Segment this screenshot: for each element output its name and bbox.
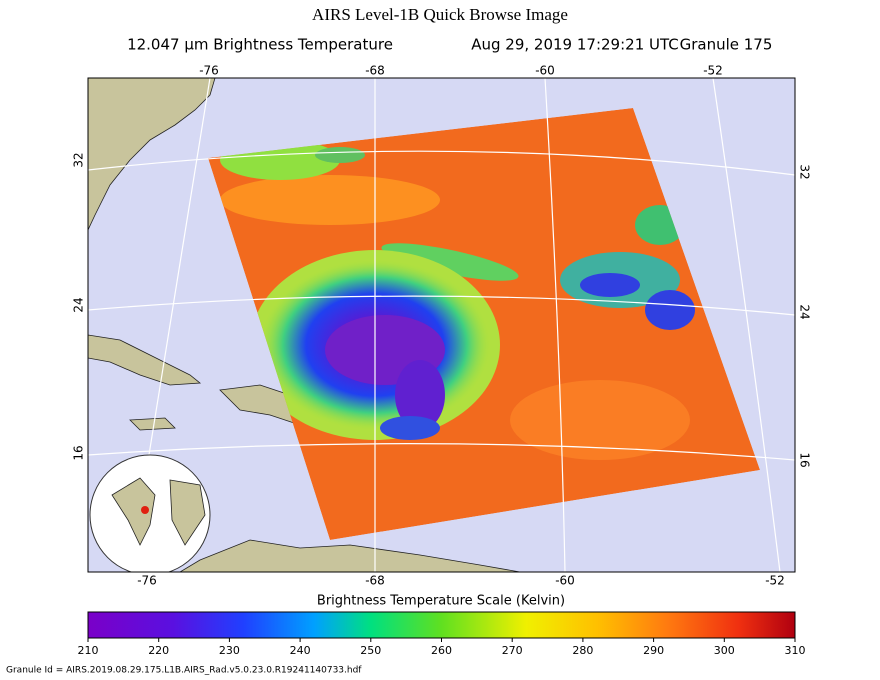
timestamp: Aug 29, 2019 17:29:21 UTC: [471, 36, 679, 54]
lon-label: -76: [137, 574, 157, 588]
colorbar-tick-label: 260: [431, 644, 452, 657]
colorbar-tick-label: 220: [148, 644, 169, 657]
title: AIRS Level-1B Quick Browse Image: [312, 5, 568, 24]
lat-label: 32: [72, 152, 86, 167]
subtitle: 12.047 μm Brightness Temperature: [127, 36, 393, 54]
lon-label: -52: [765, 574, 785, 588]
lon-label: -76: [199, 64, 219, 78]
colorbar-ramp: [87, 611, 796, 639]
lon-label: -60: [555, 574, 575, 588]
colorbar-tick-label: 300: [714, 644, 735, 657]
lat-label: 16: [798, 452, 812, 467]
colorbar-title: Brightness Temperature Scale (Kelvin): [317, 594, 565, 609]
granule-id: Granule Id = AIRS.2019.08.29.175.L1B.AIR…: [6, 666, 362, 676]
colorbar: Brightness Temperature Scale (Kelvin): [87, 594, 796, 639]
lat-label: 32: [798, 164, 812, 179]
colorbar-tick-label: 230: [219, 644, 240, 657]
lat-label: 16: [72, 445, 86, 460]
map-frame: [87, 77, 796, 573]
colorbar-tick-label: 280: [572, 644, 593, 657]
lon-label: -52: [703, 64, 723, 78]
colorbar-tick-label: 240: [290, 644, 311, 657]
lat-label: 24: [72, 297, 86, 312]
lon-label: -60: [535, 64, 555, 78]
colorbar-tick-label: 270: [502, 644, 523, 657]
inset-globe: [89, 454, 211, 572]
colorbar-tick-label: 210: [78, 644, 99, 657]
lon-label: -68: [365, 574, 385, 588]
land-jamaica: [129, 417, 176, 431]
land-us: [88, 78, 216, 231]
graticule: [88, 78, 795, 572]
land-cuba: [88, 334, 202, 386]
map: [88, 78, 795, 572]
colorbar-tick-label: 290: [643, 644, 664, 657]
colorbar-tick-label: 250: [360, 644, 381, 657]
granule: Granule 175: [680, 36, 773, 54]
colorbar-tick-label: 310: [785, 644, 806, 657]
lon-label: -68: [365, 64, 385, 78]
land-south-america: [179, 539, 521, 572]
lat-label: 24: [798, 304, 812, 319]
